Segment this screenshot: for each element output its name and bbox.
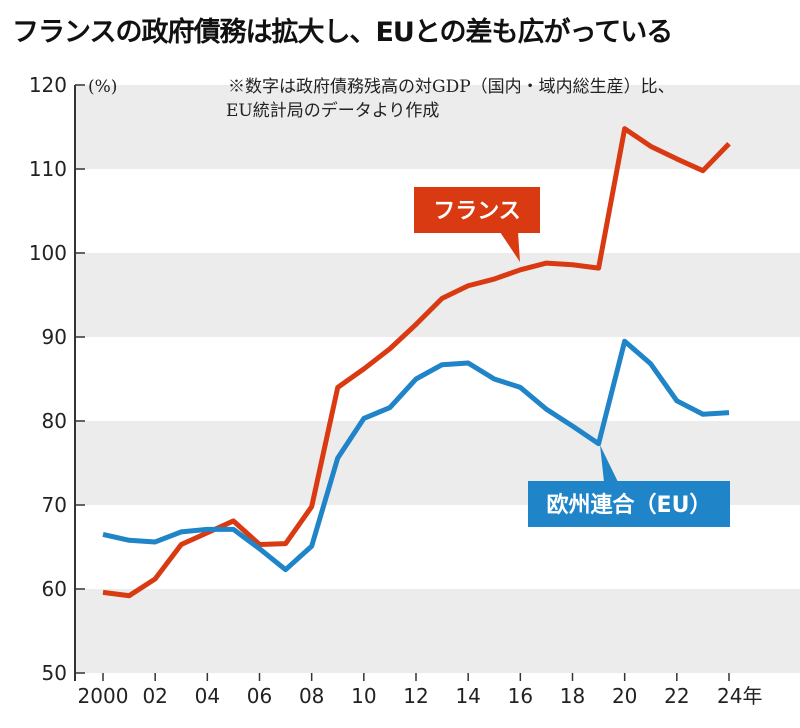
grid-band: [75, 85, 800, 169]
y-tick-label: 60: [42, 577, 67, 601]
chart-title: フランスの政府債務は拡大し、EUとの差も広がっている: [12, 17, 673, 48]
x-tick-label: 22: [664, 684, 689, 708]
x-tick-label: 02: [142, 684, 167, 708]
y-tick-label: 90: [42, 325, 67, 349]
x-tick-label: 14: [455, 684, 480, 708]
source-note-line1: ※数字は政府債務残高の対GDP（国内・域内総生産）比、: [228, 77, 675, 97]
x-tick-label: 06: [247, 684, 272, 708]
x-tick-label: 10: [351, 684, 376, 708]
y-tick-label: 100: [29, 241, 67, 265]
x-tick-label: 08: [299, 684, 324, 708]
y-tick-label: 110: [29, 157, 67, 181]
legend-text-france: フランス: [433, 199, 521, 224]
x-tick-label: 16: [508, 684, 533, 708]
grid-band: [75, 589, 800, 673]
legend-text-eu: 欧州連合（EU）: [547, 492, 712, 518]
y-tick-label: 120: [29, 73, 67, 97]
legend-label-france: フランス: [414, 187, 540, 262]
y-tick-label: 50: [42, 661, 67, 685]
x-tick-label: 12: [403, 684, 428, 708]
x-tick-label: 18: [560, 684, 585, 708]
grid-band: [75, 253, 800, 337]
y-tick-label: 80: [42, 409, 67, 433]
x-tick-label: 24年: [717, 684, 762, 708]
y-tick-label: 70: [42, 493, 67, 517]
source-note-line2: EU統計局のデータより作成: [226, 100, 439, 121]
legend-label-eu: 欧州連合（EU）: [528, 445, 730, 527]
x-tick-label: 20: [612, 684, 637, 708]
x-tick-label: 2000: [78, 684, 129, 708]
x-tick-label: 04: [195, 684, 220, 708]
y-unit-label: (%): [88, 77, 117, 97]
